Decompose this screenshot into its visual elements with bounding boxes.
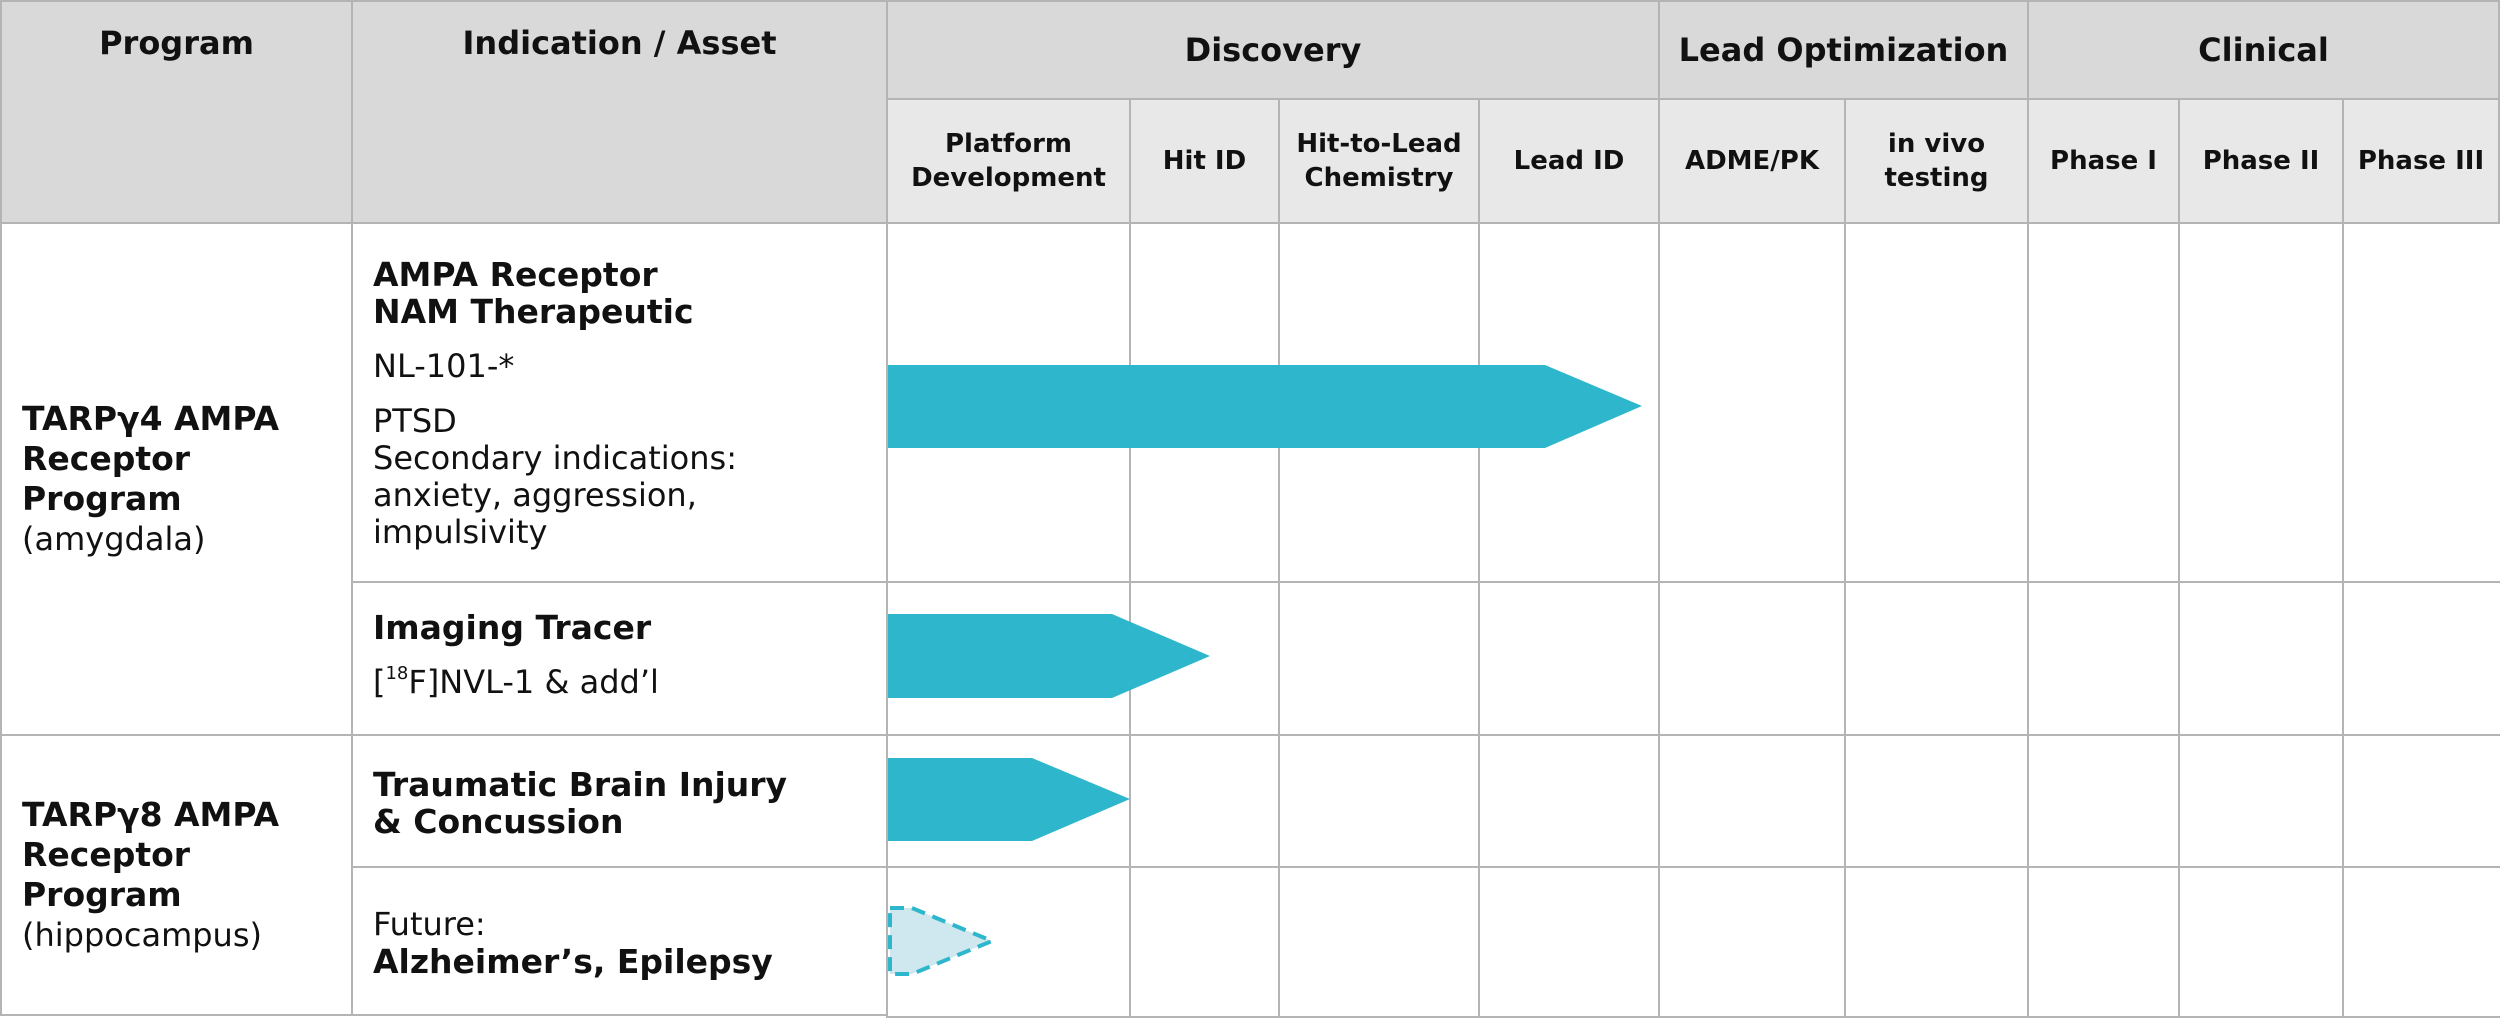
asset-secondary: Secondary indications: anxiety, aggressi… — [373, 439, 737, 551]
asset-title: Alzheimer’s, Epilepsy — [373, 942, 773, 981]
asset-title: Imaging Tracer — [373, 608, 652, 647]
stage-cell — [2178, 734, 2344, 868]
header-program-label: Program — [99, 24, 254, 62]
stage-cell — [1658, 866, 1846, 1018]
header-program: Program — [0, 0, 353, 224]
stage-cell — [2027, 866, 2180, 1018]
asset-ampa-nam: AMPA Receptor NAM Therapeutic NL-101-* P… — [351, 222, 888, 583]
stage-cell — [2342, 581, 2500, 736]
stage-cell — [2178, 581, 2344, 736]
stage-cell — [2178, 866, 2344, 1018]
asset-future: Future: Alzheimer’s, Epilepsy — [351, 866, 888, 1016]
stage-cell — [1129, 734, 1280, 868]
stage-cell — [2027, 581, 2180, 736]
stage-header-hit-id: Hit ID — [1129, 98, 1280, 224]
stage-cell — [1844, 222, 2029, 583]
header-discovery: Discovery — [886, 0, 1660, 100]
stage-label: in vivo testing — [1884, 129, 1989, 193]
asset-code-suffix: F]NVL-1 & add’l — [408, 663, 659, 701]
stage-cell — [886, 734, 1131, 868]
header-clinical: Clinical — [2027, 0, 2500, 100]
program-name: TARPγ8 AMPA Receptor Program — [22, 795, 280, 914]
asset-future-label: Future: — [373, 905, 486, 943]
stage-header-phase-2: Phase II — [2178, 98, 2344, 224]
stage-cell — [2178, 222, 2344, 583]
stage-cell — [2342, 866, 2500, 1018]
program-name: TARPγ4 AMPA Receptor Program — [22, 399, 280, 518]
stage-label: ADME/PK — [1684, 146, 1820, 176]
stage-header-hit-to-lead: Hit-to-Lead Chemistry — [1278, 98, 1480, 224]
stage-label: Platform Development — [911, 129, 1106, 193]
stage-cell — [2027, 222, 2180, 583]
header-indication: Indication / Asset — [351, 0, 888, 224]
stage-cell — [1478, 734, 1660, 868]
asset-code: [18F]NVL-1 & add’l — [373, 664, 870, 701]
asset-code-isotope: 18 — [385, 663, 409, 684]
stage-label: Hit ID — [1162, 146, 1247, 176]
asset-title: AMPA Receptor NAM Therapeutic — [373, 255, 694, 331]
stage-header-platform-development: Platform Development — [886, 98, 1131, 224]
program-region: (hippocampus) — [22, 916, 262, 954]
program-tarp-g4: TARPγ4 AMPA Receptor Program (amygdala) — [0, 222, 353, 736]
header-discovery-label: Discovery — [1184, 31, 1362, 69]
asset-imaging-tracer: Imaging Tracer [18F]NVL-1 & add’l — [351, 581, 888, 736]
header-clinical-label: Clinical — [2198, 31, 2329, 69]
asset-title: Traumatic Brain Injury & Concussion — [373, 765, 788, 841]
stage-cell — [886, 581, 1131, 736]
stage-label: Lead ID — [1513, 146, 1625, 176]
stage-cell — [1658, 734, 1846, 868]
stage-cell — [1658, 581, 1846, 736]
stage-cell — [2342, 222, 2500, 583]
stage-header-phase-1: Phase I — [2027, 98, 2180, 224]
stage-cell — [1844, 866, 2029, 1018]
stage-cell — [2342, 734, 2500, 868]
header-indication-label: Indication / Asset — [462, 24, 777, 62]
stage-cell — [1278, 222, 1480, 583]
asset-code-prefix: [ — [373, 663, 386, 701]
stage-header-lead-id: Lead ID — [1478, 98, 1660, 224]
asset-code: NL-101-* — [373, 347, 515, 385]
asset-tbi: Traumatic Brain Injury & Concussion — [351, 734, 888, 868]
program-region: (amygdala) — [22, 520, 206, 558]
stage-cell — [1278, 734, 1480, 868]
stage-header-adme-pk: ADME/PK — [1658, 98, 1846, 224]
stage-cell — [886, 866, 1131, 1018]
stage-cell — [1129, 866, 1280, 1018]
program-tarp-g8: TARPγ8 AMPA Receptor Program (hippocampu… — [0, 734, 353, 1016]
stage-label: Phase III — [2357, 146, 2485, 176]
stage-cell — [1129, 222, 1280, 583]
stage-label: Phase II — [2202, 146, 2320, 176]
asset-indication: PTSD — [373, 402, 457, 440]
stage-cell — [1658, 222, 1846, 583]
stage-cell — [1478, 222, 1660, 583]
stage-cell — [1278, 866, 1480, 1018]
stage-cell — [886, 222, 1131, 583]
stage-cell — [1129, 581, 1280, 736]
stage-cell — [1844, 581, 2029, 736]
stage-cell — [2027, 734, 2180, 868]
stage-cell — [1278, 581, 1480, 736]
header-lead-optimization-label: Lead Optimization — [1678, 31, 2009, 69]
stage-cell — [1478, 581, 1660, 736]
stage-label: Phase I — [2050, 146, 2157, 176]
stage-header-phase-3: Phase III — [2342, 98, 2500, 224]
stage-cell — [1478, 866, 1660, 1018]
header-lead-optimization: Lead Optimization — [1658, 0, 2029, 100]
stage-header-in-vivo: in vivo testing — [1844, 98, 2029, 224]
stage-label: Hit-to-Lead Chemistry — [1296, 129, 1462, 193]
stage-cell — [1844, 734, 2029, 868]
